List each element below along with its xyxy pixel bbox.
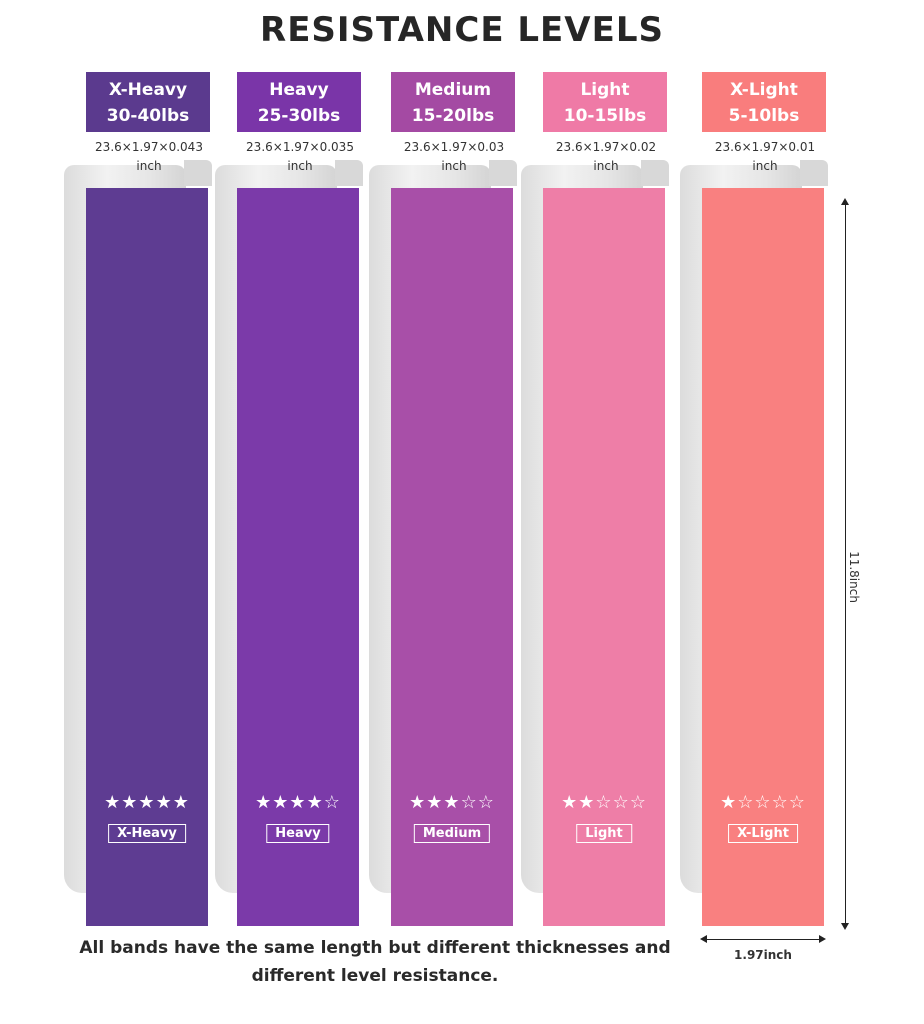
band-shadow-tab <box>641 160 669 186</box>
dimensions-unit: inch <box>287 159 313 173</box>
level-dimensions: 23.6×1.97×0.03 inch <box>377 138 531 176</box>
band-tag: X-Heavy <box>108 824 186 843</box>
dimensions-value: 23.6×1.97×0.02 <box>555 140 657 154</box>
band-tag: Light <box>576 824 632 843</box>
resistance-band: ★★☆☆☆ Light <box>543 188 665 926</box>
band-tag: Medium <box>413 824 491 843</box>
band-shadow-tab <box>489 160 517 186</box>
star-rating: ★☆☆☆☆ <box>720 792 806 813</box>
level-dimensions: 23.6×1.97×0.01 inch <box>688 138 842 176</box>
level-range: 25-30lbs <box>257 106 341 126</box>
level-label-box: X-Heavy 30-40lbs <box>86 72 210 132</box>
level-name: Medium <box>414 80 492 100</box>
level-column-heavy: Heavy 25-30lbs 23.6×1.97×0.035 inch ★★★★… <box>215 0 365 1024</box>
width-dimension-label: 1.97inch <box>734 948 792 962</box>
footnote: All bands have the same length but diffe… <box>60 934 690 990</box>
star-rating: ★★★★☆ <box>255 792 341 813</box>
dimensions-value: 23.6×1.97×0.03 <box>403 140 505 154</box>
level-range: 15-20lbs <box>411 106 495 126</box>
level-dimensions: 23.6×1.97×0.043 inch <box>72 138 226 176</box>
level-name: Heavy <box>269 80 329 100</box>
level-label-box: Heavy 25-30lbs <box>237 72 361 132</box>
level-range: 30-40lbs <box>106 106 190 126</box>
band-shadow-tab <box>800 160 828 186</box>
resistance-band: ★★★☆☆ Medium <box>391 188 513 926</box>
page-title: RESISTANCE LEVELS <box>260 10 664 50</box>
band-tag: Heavy <box>266 824 330 843</box>
dimensions-value: 23.6×1.97×0.035 <box>246 140 354 154</box>
dimensions-value: 23.6×1.97×0.043 <box>95 140 203 154</box>
resistance-band: ★★★★★ X-Heavy <box>86 188 208 926</box>
level-name: X-Heavy <box>108 80 188 100</box>
level-column-x-light: X-Light 5-10lbs 23.6×1.97×0.01 inch ★☆☆☆… <box>680 0 830 1024</box>
star-rating: ★★☆☆☆ <box>561 792 647 813</box>
level-label-box: Light 10-15lbs <box>543 72 667 132</box>
footnote-line-2: different level resistance. <box>251 966 499 986</box>
level-column-medium: Medium 15-20lbs 23.6×1.97×0.03 inch ★★★☆… <box>369 0 519 1024</box>
level-range: 5-10lbs <box>728 106 800 126</box>
dimensions-unit: inch <box>441 159 467 173</box>
level-name: X-Light <box>730 80 798 100</box>
dimensions-unit: inch <box>593 159 619 173</box>
level-column-x-heavy: X-Heavy 30-40lbs 23.6×1.97×0.043 inch ★★… <box>64 0 214 1024</box>
level-range: 10-15lbs <box>563 106 647 126</box>
level-dimensions: 23.6×1.97×0.035 inch <box>223 138 377 176</box>
level-label-box: X-Light 5-10lbs <box>702 72 826 132</box>
level-column-light: Light 10-15lbs 23.6×1.97×0.02 inch ★★☆☆☆… <box>521 0 671 1024</box>
resistance-band: ★☆☆☆☆ X-Light <box>702 188 824 926</box>
height-dimension-arrow <box>841 198 849 930</box>
band-tag: X-Light <box>728 824 798 843</box>
star-rating: ★★★☆☆ <box>409 792 495 813</box>
level-name: Light <box>580 80 630 100</box>
resistance-band: ★★★★☆ Heavy <box>237 188 359 926</box>
footnote-line-1: All bands have the same length but diffe… <box>79 938 671 958</box>
band-shadow-tab <box>184 160 212 186</box>
level-label-box: Medium 15-20lbs <box>391 72 515 132</box>
width-dimension-arrow <box>700 935 826 943</box>
height-dimension-label: 11.8inch <box>847 551 861 603</box>
level-dimensions: 23.6×1.97×0.02 inch <box>529 138 683 176</box>
dimensions-unit: inch <box>752 159 778 173</box>
star-rating: ★★★★★ <box>104 792 190 813</box>
band-shadow-tab <box>335 160 363 186</box>
dimensions-value: 23.6×1.97×0.01 <box>714 140 816 154</box>
dimensions-unit: inch <box>136 159 162 173</box>
